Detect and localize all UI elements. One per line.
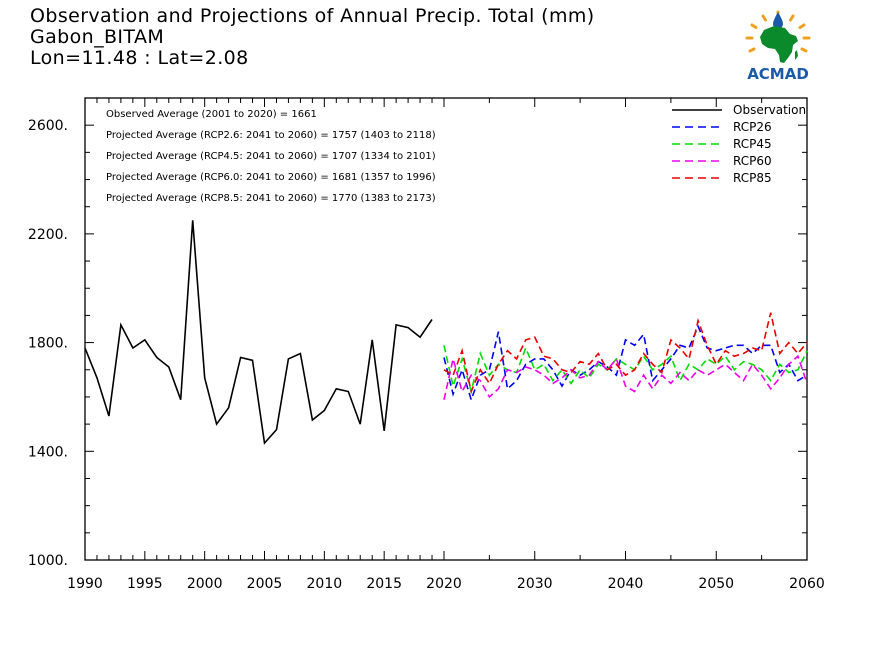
chart-legend: Observation RCP26 RCP45 RCP60 RCP85 (672, 103, 806, 185)
chart-title: Observation and Projections of Annual Pr… (30, 5, 595, 27)
x-tick-label: 2005 (247, 576, 283, 592)
x-tick-label: 2015 (366, 576, 402, 592)
chart-axes: 1000. 1400. 1800. 2200. 2600. 1990 1995 2000 200… (28, 97, 825, 592)
station-name: Gabon_BITAM (30, 26, 165, 48)
series-line-observation (84, 220, 433, 445)
logo-water-drop (773, 12, 783, 29)
x-tick-label: 2010 (307, 576, 343, 592)
x-tick-label: 2030 (517, 576, 553, 592)
chart-annotations: Observed Average (2001 to 2020) = 1661 Pr… (106, 109, 436, 204)
x-tick-label: 2000 (187, 576, 223, 592)
legend-label-rcp45: RCP45 (733, 137, 772, 151)
series-line-rcp60 (443, 354, 808, 400)
x-tick-label: 2040 (608, 576, 644, 592)
chart-series (84, 220, 808, 445)
annotation-text: Projected Average (RCP8.5: 2041 to 2060)… (106, 193, 436, 204)
x-tick-label: 2060 (789, 576, 825, 592)
series-line-rcp26 (443, 324, 808, 403)
x-tick-label: 2050 (698, 576, 734, 592)
y-tick-label: 1800. (28, 336, 68, 352)
x-tick-label: 1995 (127, 576, 163, 592)
logo-text: ACMAD (747, 65, 809, 82)
y-tick-label: 1000. (28, 553, 68, 569)
series-line-rcp85 (443, 312, 808, 395)
x-tick-label: 1990 (67, 576, 103, 592)
title-block: Observation and Projections of Annual Pr… (30, 6, 595, 69)
series-line-rcp45 (443, 345, 808, 395)
africa-map-icon (760, 26, 798, 63)
legend-label-observation: Observation (733, 103, 806, 117)
legend-label-rcp85: RCP85 (733, 171, 772, 185)
annotation-text: Projected Average (RCP6.0: 2041 to 2060)… (106, 172, 436, 183)
y-tick-label: 1400. (28, 444, 68, 460)
legend-label-rcp26: RCP26 (733, 120, 772, 134)
annotation-text: Projected Average (RCP4.5: 2041 to 2060)… (106, 151, 436, 162)
coordinates-label: Lon=11.48 : Lat=2.08 (30, 47, 249, 69)
annotation-text: Observed Average (2001 to 2020) = 1661 (106, 109, 317, 120)
acmad-logo: ACMAD (738, 8, 818, 83)
x-tick-label: 2020 (426, 576, 462, 592)
plot-frame (84, 97, 808, 561)
y-tick-label: 2600. (28, 118, 68, 134)
annotation-text: Projected Average (RCP2.6: 2041 to 2060)… (106, 130, 436, 141)
y-tick-label: 2200. (28, 227, 68, 243)
logo-madagascar (795, 50, 798, 60)
legend-label-rcp60: RCP60 (733, 154, 772, 168)
